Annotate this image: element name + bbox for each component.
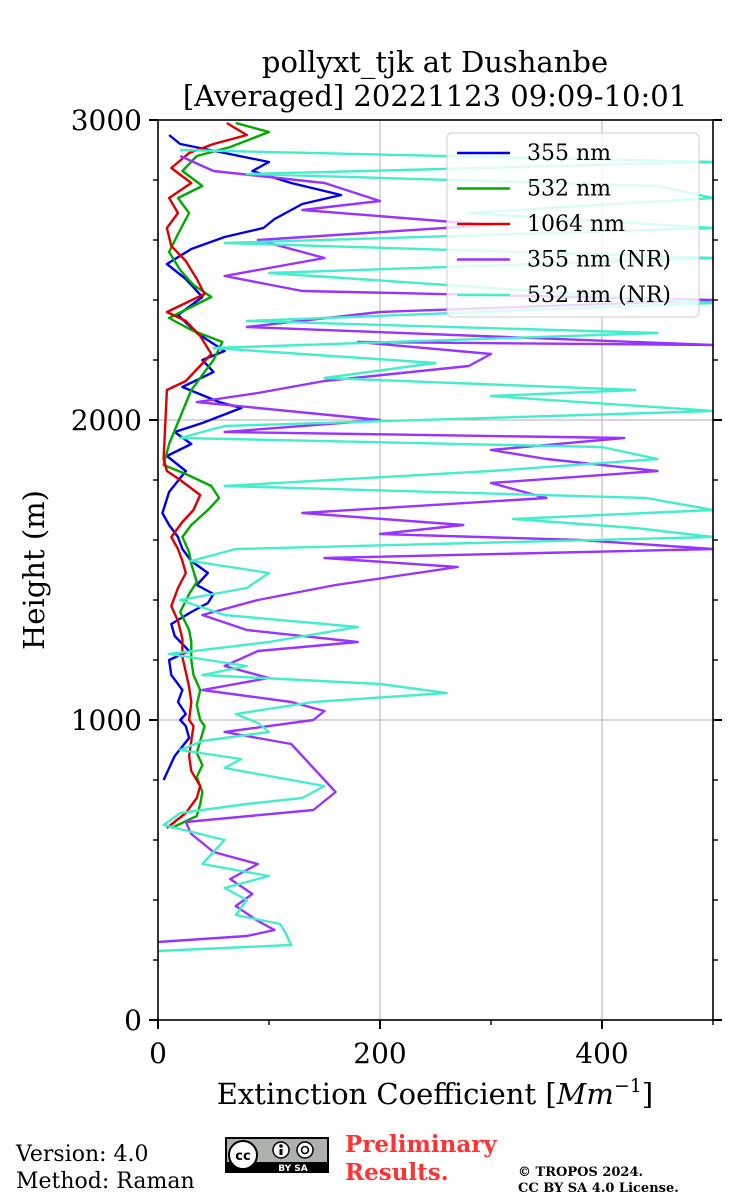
y-tick-label: 3000 <box>71 104 142 137</box>
legend-label: 355 nm <box>527 141 611 166</box>
copyright-line1: © TROPOS 2024. <box>518 1165 643 1180</box>
legend-box <box>446 132 700 318</box>
x-tick-label: 200 <box>353 1037 406 1070</box>
legend-label: 532 nm (NR) <box>527 283 671 308</box>
version-text: Version: 4.0 <box>15 1142 149 1167</box>
plot-frame <box>157 119 714 1021</box>
sa-icon <box>296 1141 314 1159</box>
legend-label: 1064 nm <box>527 212 625 237</box>
chart-title: pollyxt_tjk at Dushanbe <box>262 45 608 80</box>
cc-license-badge: cc BY SA <box>225 1137 329 1174</box>
x-tick-label: 400 <box>575 1037 628 1070</box>
cc-icon <box>228 1140 258 1170</box>
method-text: Method: Raman <box>16 1169 195 1194</box>
copyright-line2: CC BY SA 4.0 License. <box>518 1181 679 1196</box>
by-icon-body <box>279 1149 283 1155</box>
series-line-1064-nm <box>162 121 249 829</box>
y-tick-label: 0 <box>124 1004 142 1037</box>
series-line-355-nm <box>161 134 343 781</box>
series-line-532-nm <box>162 121 271 830</box>
by-icon-head <box>279 1144 283 1148</box>
legend-label: 355 nm (NR) <box>527 248 671 273</box>
cc-icon-text: cc <box>235 1149 250 1164</box>
cc-badge-label: BY SA <box>278 1164 308 1174</box>
y-tick-label: 2000 <box>71 404 142 437</box>
legend-label: 532 nm <box>527 177 611 202</box>
x-axis-label: Extinction Coefficient [Mm−1] <box>217 1075 653 1111</box>
chart-subtitle: [Averaged] 20221123 09:09-10:01 <box>183 79 687 113</box>
axis-ticks: 0 200 400 0 1000 2000 3000 <box>71 104 722 1070</box>
preliminary-text-line2: Results. <box>345 1159 449 1186</box>
preliminary-text-line1: Preliminary <box>345 1131 497 1158</box>
y-axis-label: Height (m) <box>17 490 51 650</box>
y-tick-label: 1000 <box>71 704 142 737</box>
sa-icon-arrow <box>300 1145 310 1155</box>
legend: 355 nm 532 nm 1064 nm 355 nm (NR) 532 nm (NR… <box>446 132 700 318</box>
x-tick-label: 0 <box>149 1037 167 1070</box>
